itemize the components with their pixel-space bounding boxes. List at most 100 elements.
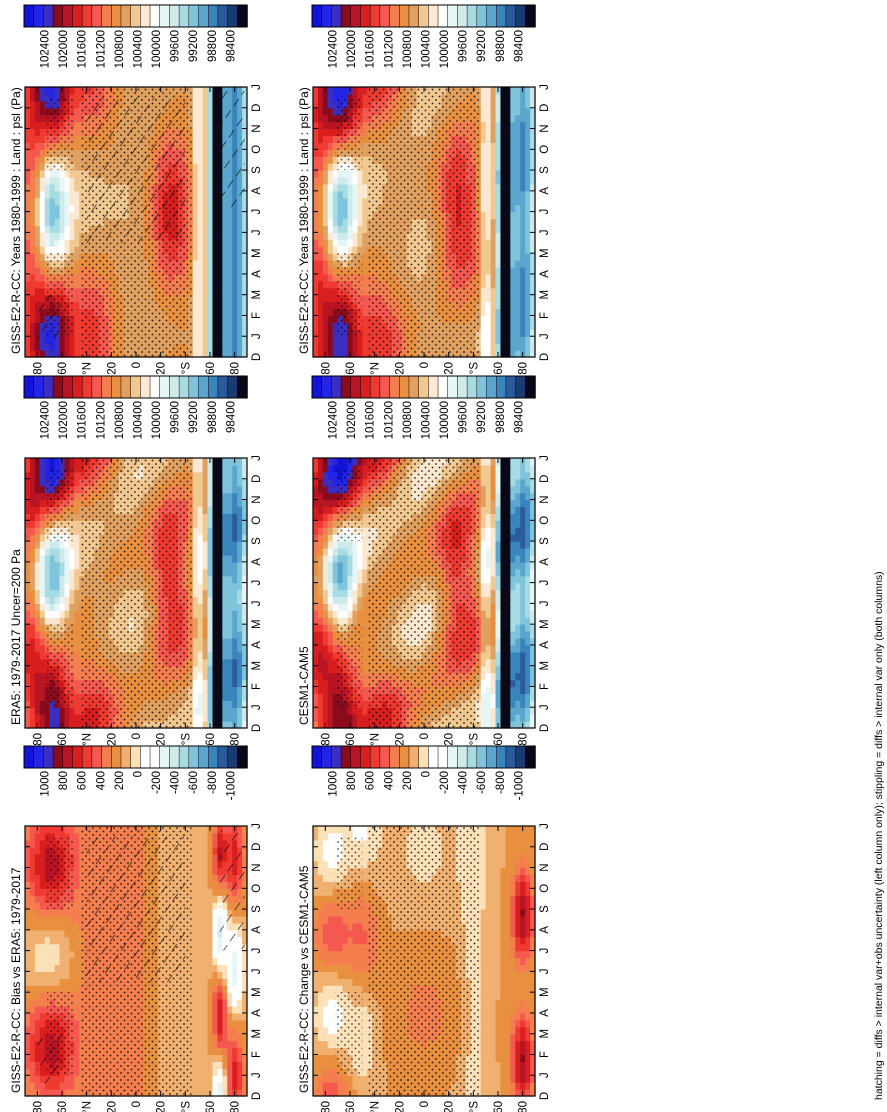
heatmap-cell [317, 329, 324, 337]
heatmap-cell [64, 87, 70, 95]
heatmap-cell [520, 190, 526, 199]
heatmap-cell [520, 197, 526, 206]
heatmap-cell [39, 721, 46, 729]
heatmap-cell [242, 301, 248, 310]
heatmap-cell [525, 315, 531, 323]
month-tick-label: J [251, 84, 263, 90]
heatmap-cell [39, 183, 46, 192]
heatmap-cell [212, 190, 218, 199]
heatmap-cell [515, 329, 521, 337]
heatmap-cell [505, 177, 511, 185]
heatmap-cell [525, 170, 531, 178]
heatmap-cell [69, 541, 75, 549]
heatmap-cell [202, 135, 209, 143]
heatmap-cell [74, 329, 80, 337]
heatmap-cell [237, 329, 243, 337]
heatmap-cell [34, 679, 41, 688]
heatmap-cell [485, 211, 492, 220]
heatmap-cell [54, 617, 61, 625]
heatmap-cell [515, 177, 521, 185]
heatmap-cell [490, 211, 497, 220]
heatmap-cell [34, 100, 41, 109]
heatmap-cell [207, 170, 214, 178]
heatmap-cell [207, 93, 214, 102]
heatmap-cell [25, 135, 31, 143]
heatmap-cell [192, 301, 199, 310]
heatmap-cell [237, 350, 243, 358]
heatmap-cell [510, 246, 516, 254]
heatmap-cell [313, 128, 319, 137]
heatmap-cell [34, 693, 41, 701]
heatmap-cell [327, 163, 334, 171]
heatmap-cell [322, 204, 329, 213]
heatmap-cell [362, 239, 368, 247]
heatmap-cell [505, 197, 511, 206]
heatmap-cell [207, 329, 214, 337]
heatmap-cell [39, 156, 46, 164]
heatmap-cell [192, 135, 199, 143]
heatmap-cell [515, 218, 521, 227]
heatmap-cell [232, 211, 238, 220]
heatmap-cell [227, 329, 233, 337]
heatmap-cell [520, 142, 526, 150]
month-tick-label: A [251, 270, 263, 278]
heatmap-cell [34, 93, 41, 102]
heatmap-cell [505, 253, 511, 261]
heatmap-cell [327, 273, 334, 282]
heatmap-cell [54, 721, 61, 729]
heatmap-cell [25, 458, 31, 466]
heatmap-cell [313, 142, 319, 150]
heatmap-cell [227, 87, 233, 95]
heatmap-cell [327, 336, 334, 344]
colorbar-swatch [331, 4, 342, 28]
heatmap-cell [34, 700, 41, 708]
heatmap-cell [337, 218, 344, 227]
heatmap-cell [327, 294, 334, 303]
heatmap-cell [515, 197, 521, 206]
heatmap-cell [197, 163, 204, 171]
heatmap-cell [485, 177, 492, 185]
heatmap-cell [59, 343, 66, 351]
heatmap-cell [530, 121, 536, 130]
heatmap-cell [322, 114, 329, 123]
heatmap-cell [495, 287, 502, 296]
heatmap-cell [362, 273, 368, 282]
heatmap-cell [207, 273, 214, 282]
heatmap-cell [29, 686, 36, 694]
month-tick-label: J [251, 230, 263, 236]
heatmap-cell [530, 301, 536, 310]
heatmap-cell [530, 225, 536, 233]
heatmap-cell [34, 190, 41, 199]
heatmap-cell [227, 232, 233, 240]
heatmap-cell [327, 100, 334, 109]
heatmap-cell [485, 343, 492, 351]
heatmap-cell [192, 100, 199, 109]
heatmap-cell [74, 520, 80, 528]
heatmap-cell [327, 239, 334, 247]
heatmap-cell [25, 329, 31, 337]
heatmap-cell [237, 308, 243, 317]
heatmap-cell [530, 308, 536, 317]
heatmap-cell [520, 183, 526, 192]
heatmap-cell [29, 253, 36, 261]
heatmap-cell [525, 280, 531, 289]
heatmap-cell [34, 177, 41, 185]
heatmap-cell [242, 204, 248, 213]
heatmap-cell [500, 142, 506, 150]
heatmap-cell [362, 190, 368, 199]
heatmap-cell [49, 714, 56, 722]
heatmap-cell [317, 114, 324, 123]
heatmap-cell [313, 107, 319, 116]
heatmap-cell [25, 142, 31, 150]
heatmap-cell [69, 603, 75, 611]
heatmap-cell [500, 280, 506, 289]
heatmap-cell [192, 315, 199, 323]
heatmap-cell [197, 253, 204, 261]
heatmap-cell [54, 218, 61, 227]
heatmap-cell [362, 329, 368, 337]
heatmap-cell [74, 638, 80, 646]
lat-tick-label: 60 [345, 362, 357, 375]
month-tick-label: J [539, 84, 551, 90]
heatmap-cell [232, 267, 238, 275]
heatmap-cell [237, 336, 243, 344]
